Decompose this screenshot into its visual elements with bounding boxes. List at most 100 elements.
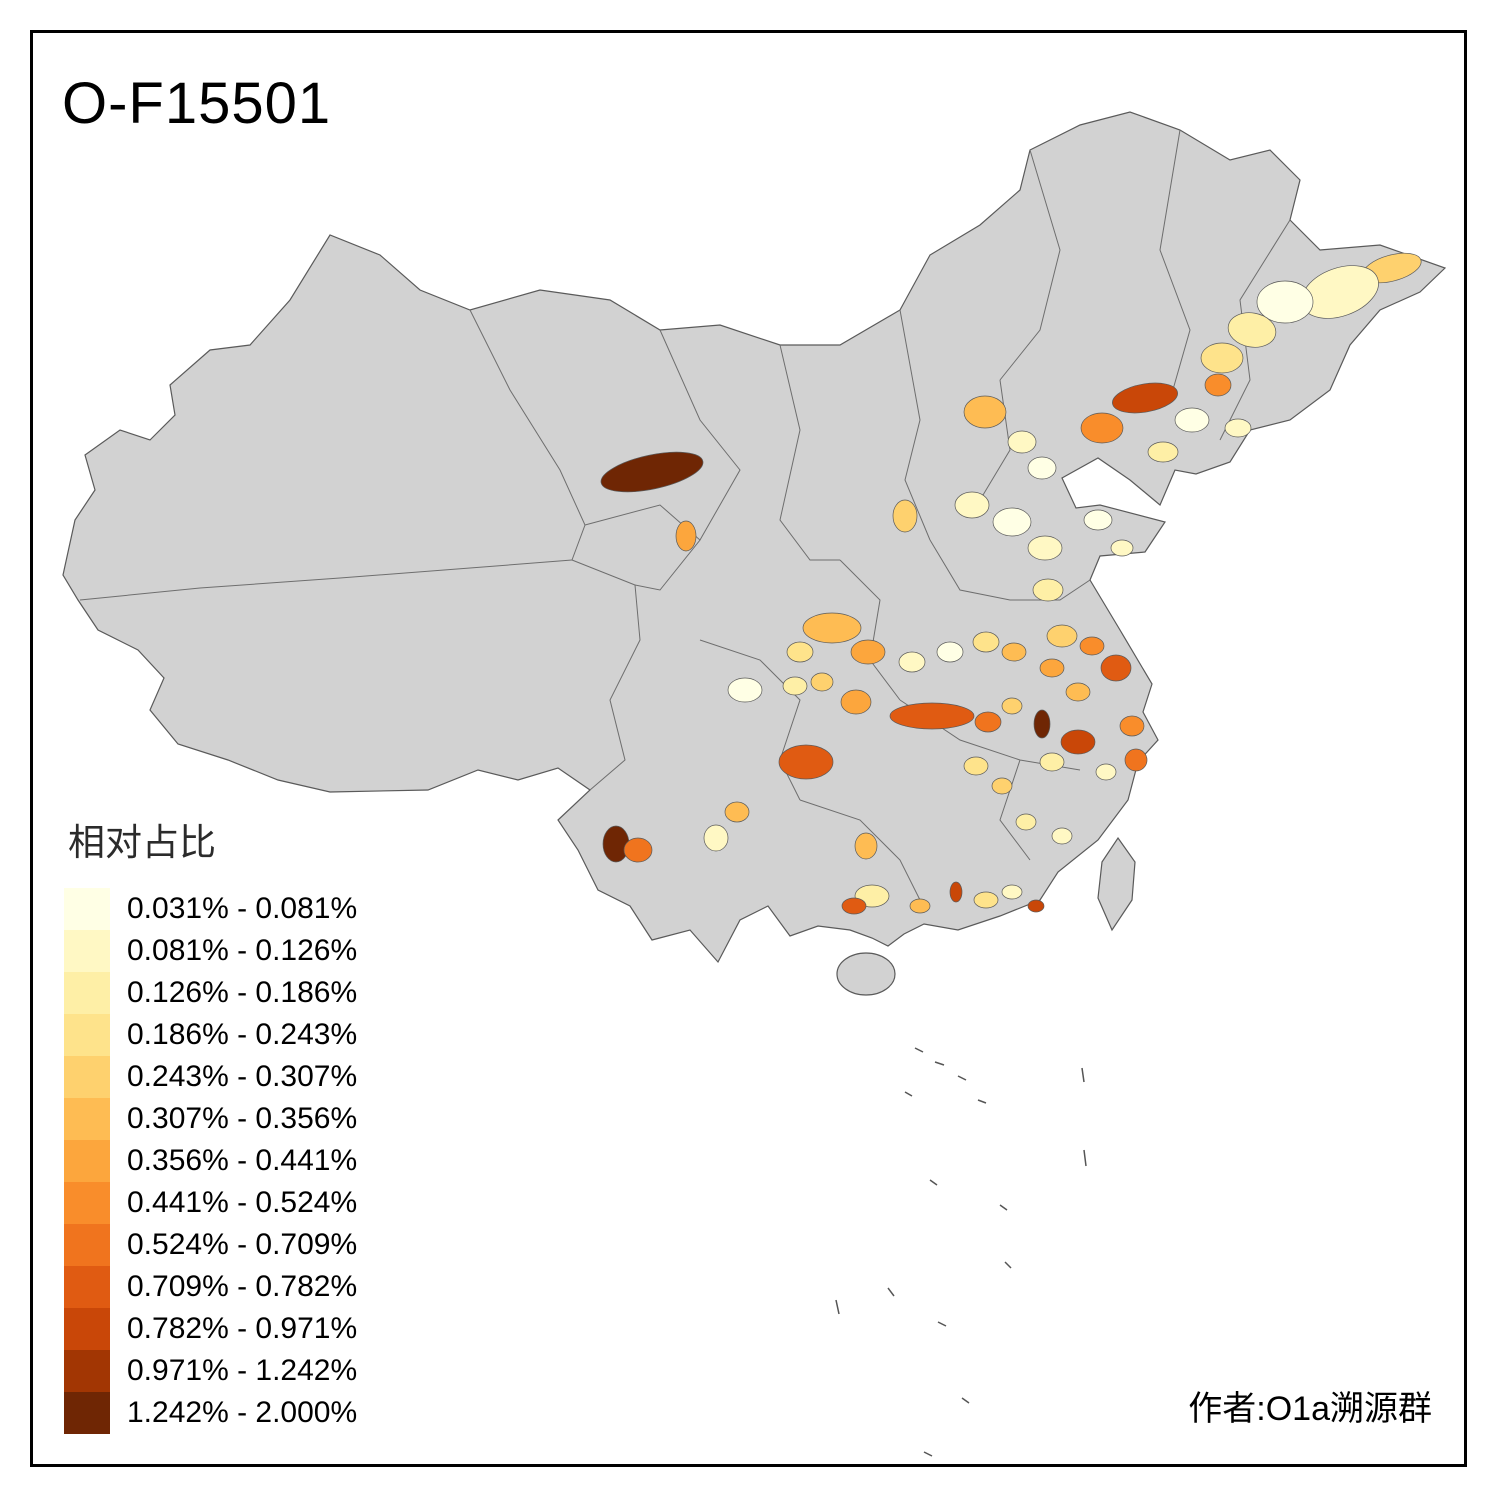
map-region (1110, 539, 1134, 557)
map-region (1119, 715, 1145, 737)
map-region (936, 641, 964, 663)
legend-swatch (64, 930, 110, 972)
legend-label: 0.971% - 1.242% (127, 1354, 358, 1387)
map-region (1046, 624, 1078, 648)
map-region (623, 837, 653, 863)
legend-swatch (64, 1392, 110, 1434)
map-region (1027, 535, 1063, 561)
map-region (1032, 578, 1064, 602)
map-region (850, 639, 886, 665)
map-region (1039, 658, 1065, 678)
map-region (727, 677, 763, 703)
map-region (703, 824, 729, 852)
map-region (1224, 418, 1252, 438)
map-region (992, 507, 1032, 537)
legend-label: 0.782% - 0.971% (127, 1312, 358, 1345)
legend-swatch (64, 1140, 110, 1182)
legend-swatch (64, 1224, 110, 1266)
legend-label: 1.242% - 2.000% (127, 1396, 358, 1429)
map-region (1060, 729, 1096, 755)
legend-label: 0.441% - 0.524% (127, 1186, 358, 1219)
map-region (1079, 636, 1105, 656)
legend-row: 0.243% - 0.307% (64, 1056, 357, 1098)
legend-label: 0.081% - 0.126% (127, 934, 358, 967)
map-region (854, 832, 878, 860)
legend-row: 0.441% - 0.524% (64, 1182, 357, 1224)
legend-row: 0.126% - 0.186% (64, 972, 357, 1014)
map-region (1083, 509, 1113, 531)
map-region (1027, 456, 1057, 480)
map-region (1095, 763, 1117, 781)
legend-title: 相对占比 (68, 822, 216, 863)
legend-swatch (64, 972, 110, 1014)
legend-label: 0.524% - 0.709% (127, 1228, 358, 1261)
map-region (724, 801, 750, 823)
map-region (786, 641, 814, 663)
map-region (1100, 654, 1132, 682)
map-region (1200, 342, 1244, 374)
legend-row: 0.971% - 1.242% (64, 1350, 357, 1392)
legend-row: 0.782% - 0.971% (64, 1308, 357, 1350)
legend-row: 0.709% - 0.782% (64, 1266, 357, 1308)
map-region (841, 897, 867, 915)
legend-swatch (64, 1098, 110, 1140)
legend-row: 0.081% - 0.126% (64, 930, 357, 972)
legend-label: 0.307% - 0.356% (127, 1102, 358, 1135)
south-china-sea-marks (835, 1047, 1087, 1457)
map-region (1033, 709, 1051, 739)
map-region (972, 631, 1000, 653)
map-region (1001, 884, 1023, 900)
map-region (909, 898, 931, 914)
map-region (1124, 748, 1148, 772)
map-region (1027, 899, 1045, 913)
map-region (898, 651, 926, 673)
map-region (1007, 430, 1037, 454)
map-region (840, 689, 872, 715)
map-region (963, 756, 989, 776)
legend-label: 0.186% - 0.243% (127, 1018, 358, 1051)
legend-rows: 0.031% - 0.081% 0.081% - 0.126% 0.126% - 0… (64, 888, 357, 1434)
legend-swatch (64, 1266, 110, 1308)
map-region (1065, 682, 1091, 702)
map-region (1147, 441, 1179, 463)
mainland-outline (62, 111, 1447, 964)
map-region (675, 520, 697, 552)
map-region (991, 777, 1013, 795)
map-region (892, 499, 918, 533)
map-region (1051, 827, 1073, 845)
attribution: 作者:O1a溯源群 (1188, 1390, 1432, 1428)
map-region (889, 702, 975, 730)
legend-label: 0.356% - 0.441% (127, 1144, 358, 1177)
legend-swatch (64, 1014, 110, 1056)
map-region (1112, 382, 1178, 414)
legend-label: 0.709% - 0.782% (127, 1270, 358, 1303)
legend-row: 0.356% - 0.441% (64, 1140, 357, 1182)
map-region (782, 676, 808, 696)
legend-row: 1.242% - 2.000% (64, 1392, 357, 1434)
map-region (1015, 813, 1037, 831)
map-region (602, 825, 630, 863)
choropleth-regions (600, 252, 1422, 915)
legend-label: 0.126% - 0.186% (127, 976, 358, 1009)
map-region (949, 881, 963, 903)
map-region (1256, 280, 1314, 324)
hainan-island (836, 952, 896, 996)
map-region (600, 451, 704, 493)
legend-row: 0.307% - 0.356% (64, 1098, 357, 1140)
map-region (1001, 697, 1023, 715)
map-region (802, 612, 862, 644)
map-region (778, 744, 834, 780)
legend: 相对占比 0.031% - 0.081% 0.081% - 0.126% 0.126… (64, 812, 357, 1434)
map-region (954, 491, 990, 519)
legend-label: 0.243% - 0.307% (127, 1060, 358, 1093)
taiwan-island (1097, 836, 1136, 932)
map-region (974, 711, 1002, 733)
legend-swatch (64, 1182, 110, 1224)
map-region (1001, 642, 1027, 662)
map-region (1080, 412, 1124, 444)
map-region (963, 395, 1007, 429)
legend-label: 0.031% - 0.081% (127, 892, 358, 925)
legend-row: 0.186% - 0.243% (64, 1014, 357, 1056)
map-region (1174, 407, 1210, 433)
